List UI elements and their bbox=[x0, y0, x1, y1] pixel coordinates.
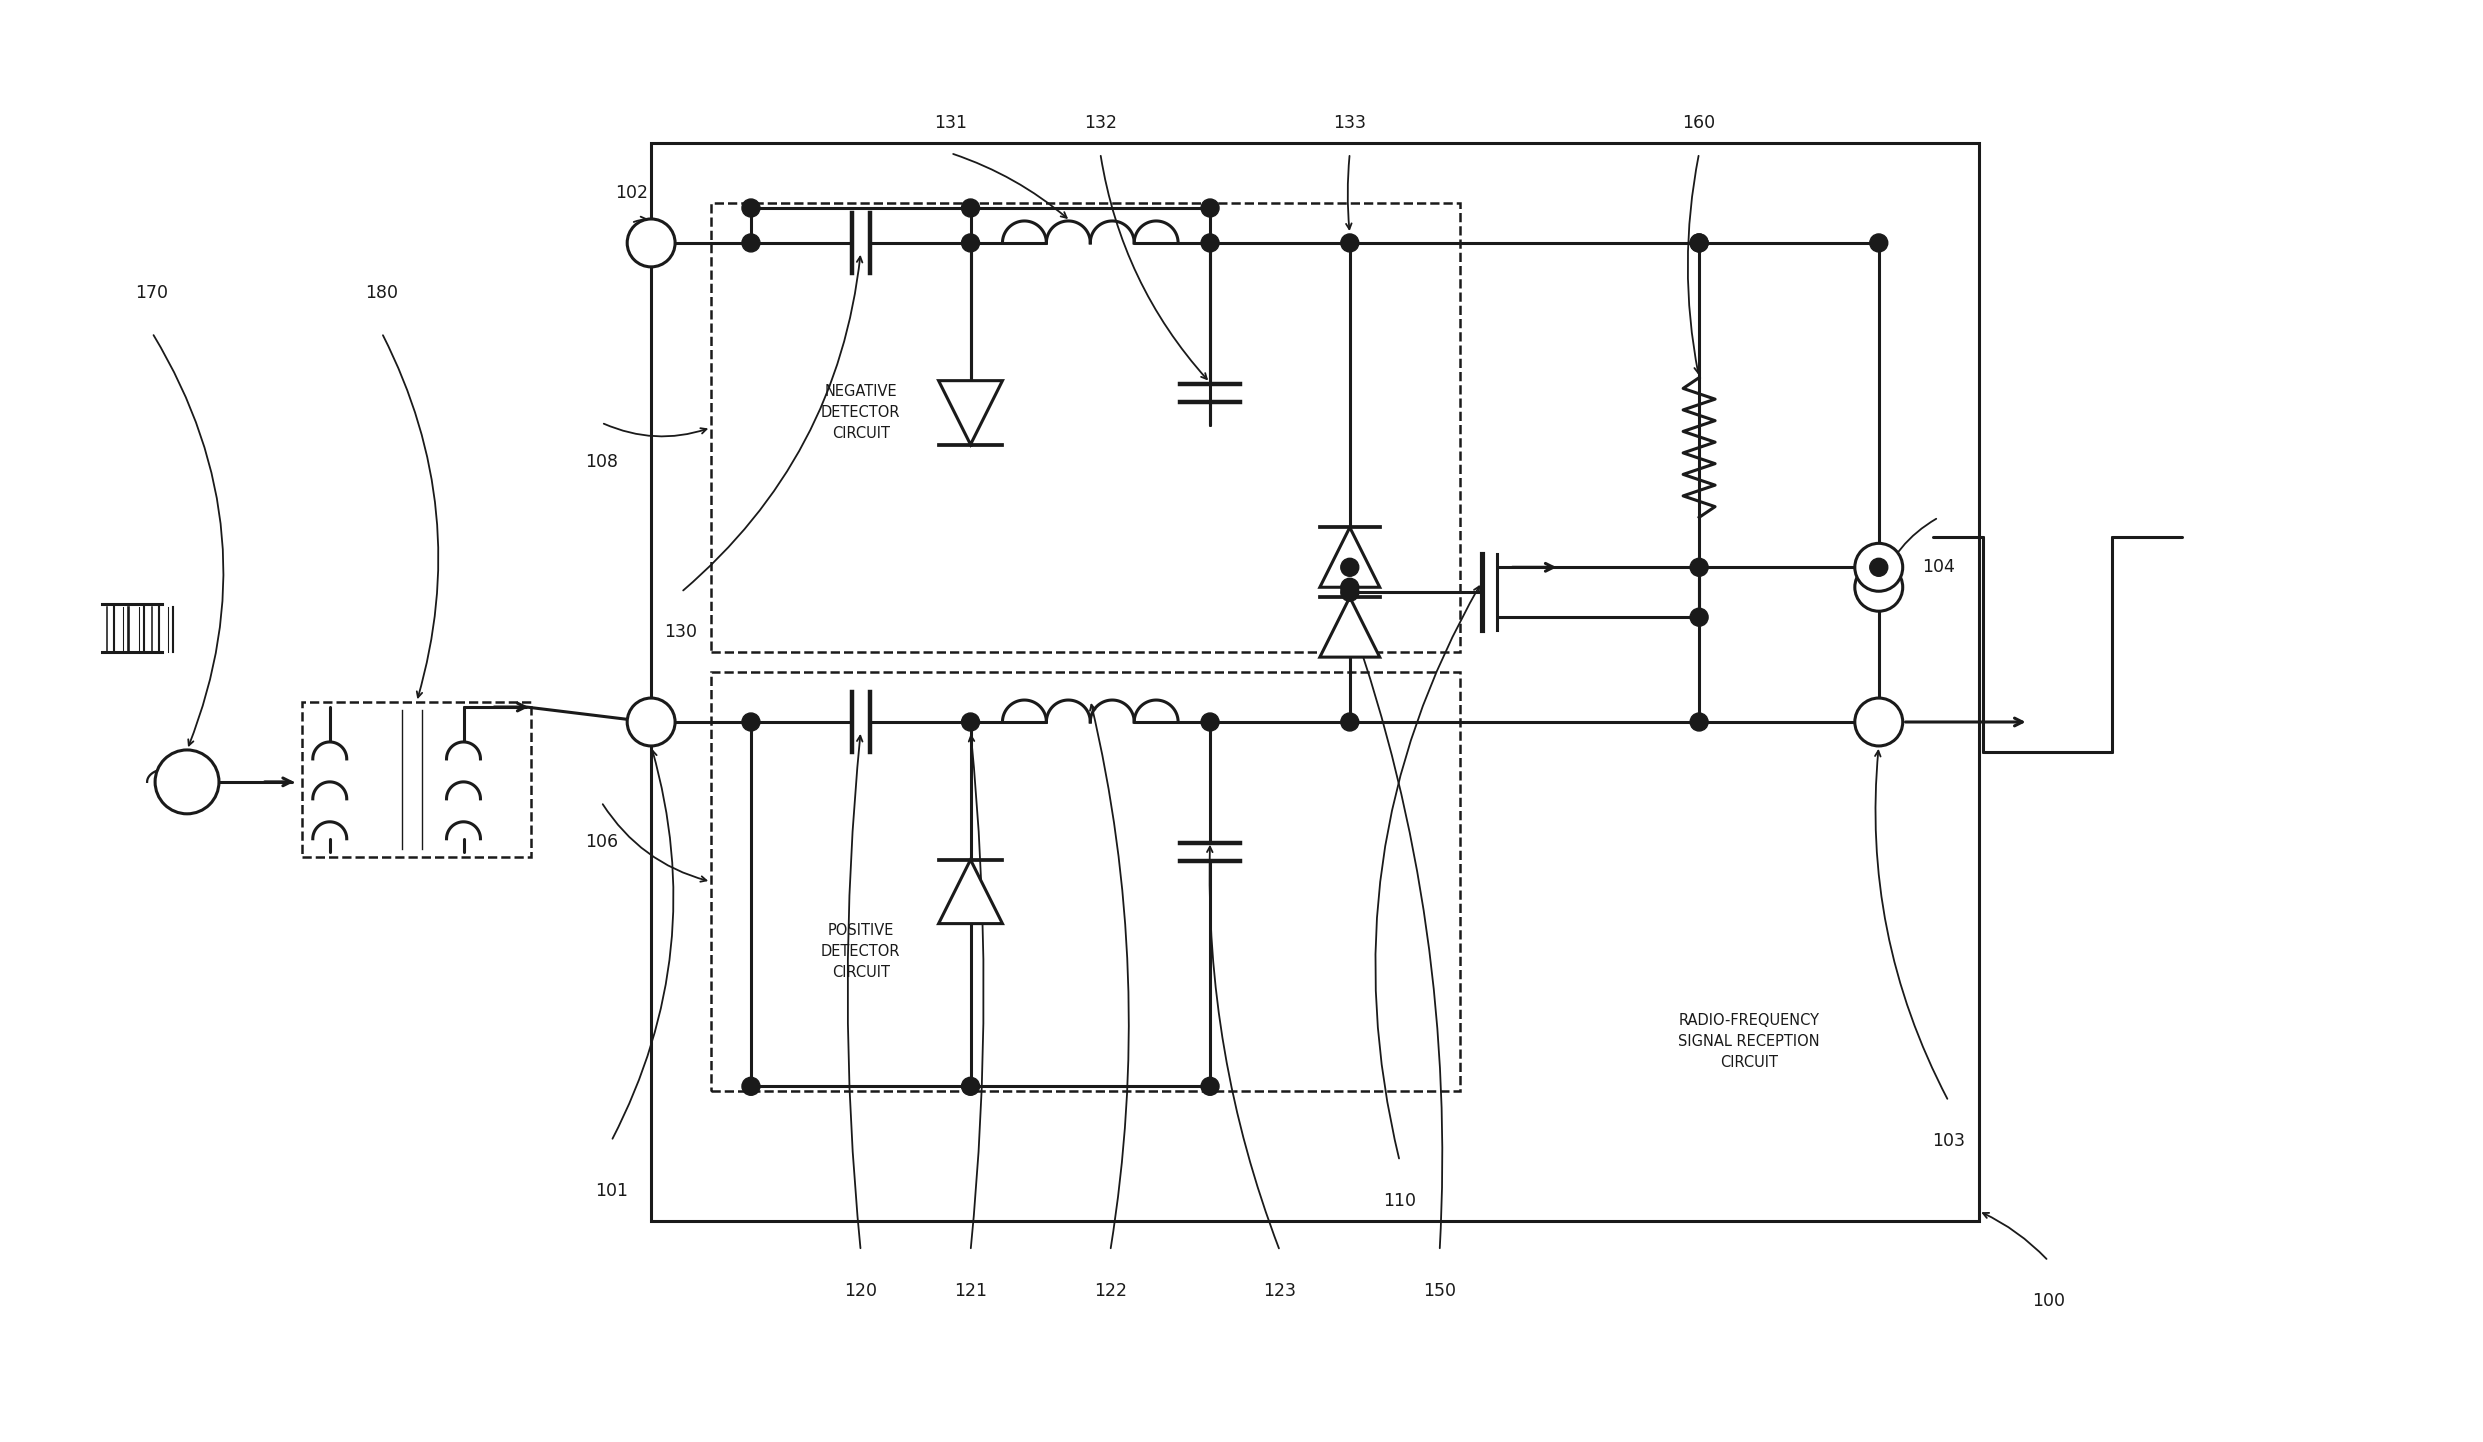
Text: 101: 101 bbox=[596, 1182, 628, 1200]
Circle shape bbox=[1870, 558, 1887, 577]
Text: 104: 104 bbox=[1922, 558, 1954, 577]
Text: 106: 106 bbox=[584, 833, 618, 851]
Circle shape bbox=[1341, 712, 1358, 731]
Circle shape bbox=[1691, 234, 1708, 252]
Text: 103: 103 bbox=[1932, 1132, 1964, 1151]
Polygon shape bbox=[1321, 528, 1381, 587]
Text: 110: 110 bbox=[1383, 1193, 1415, 1210]
Circle shape bbox=[1341, 578, 1358, 596]
Bar bbox=[303, 702, 531, 857]
Circle shape bbox=[1855, 698, 1902, 746]
Circle shape bbox=[1691, 558, 1708, 577]
Circle shape bbox=[742, 1077, 760, 1096]
Circle shape bbox=[1202, 712, 1219, 731]
Text: 100: 100 bbox=[2031, 1292, 2066, 1309]
Circle shape bbox=[961, 234, 978, 252]
Circle shape bbox=[628, 698, 675, 746]
Circle shape bbox=[1202, 199, 1219, 216]
Circle shape bbox=[628, 219, 675, 267]
Text: 133: 133 bbox=[1333, 114, 1366, 133]
Circle shape bbox=[1855, 564, 1902, 611]
Bar bbox=[710, 672, 1460, 1092]
Circle shape bbox=[742, 234, 760, 252]
Circle shape bbox=[1691, 234, 1708, 252]
Circle shape bbox=[961, 1077, 978, 1096]
Text: POSITIVE
DETECTOR
CIRCUIT: POSITIVE DETECTOR CIRCUIT bbox=[822, 923, 901, 981]
Text: 102: 102 bbox=[616, 185, 648, 202]
Circle shape bbox=[1341, 583, 1358, 601]
Text: 121: 121 bbox=[953, 1282, 988, 1299]
Circle shape bbox=[1691, 712, 1708, 731]
Text: 132: 132 bbox=[1083, 114, 1117, 133]
Circle shape bbox=[1691, 609, 1708, 626]
Text: 131: 131 bbox=[934, 114, 966, 133]
Text: 120: 120 bbox=[844, 1282, 876, 1299]
Text: 130: 130 bbox=[665, 623, 698, 642]
Text: NEGATIVE
DETECTOR
CIRCUIT: NEGATIVE DETECTOR CIRCUIT bbox=[822, 384, 901, 441]
Circle shape bbox=[742, 712, 760, 731]
Circle shape bbox=[1202, 1077, 1219, 1096]
Circle shape bbox=[961, 199, 978, 216]
Circle shape bbox=[1341, 234, 1358, 252]
Circle shape bbox=[961, 712, 978, 731]
Polygon shape bbox=[939, 859, 1003, 924]
Text: 150: 150 bbox=[1423, 1282, 1455, 1299]
Polygon shape bbox=[1321, 597, 1381, 658]
Bar bbox=[651, 143, 1979, 1221]
Text: 160: 160 bbox=[1683, 114, 1716, 133]
Bar bbox=[710, 203, 1460, 652]
Circle shape bbox=[1870, 234, 1887, 252]
Text: 180: 180 bbox=[365, 284, 397, 301]
Text: 122: 122 bbox=[1093, 1282, 1127, 1299]
Circle shape bbox=[1202, 234, 1219, 252]
Polygon shape bbox=[939, 381, 1003, 444]
Circle shape bbox=[1341, 558, 1358, 577]
Circle shape bbox=[154, 750, 219, 813]
Text: 123: 123 bbox=[1264, 1282, 1296, 1299]
Circle shape bbox=[742, 199, 760, 216]
Text: RADIO-FREQUENCY
SIGNAL RECEPTION
CIRCUIT: RADIO-FREQUENCY SIGNAL RECEPTION CIRCUIT bbox=[1679, 1012, 1820, 1070]
Text: 108: 108 bbox=[584, 453, 618, 472]
Circle shape bbox=[1855, 544, 1902, 591]
Text: 170: 170 bbox=[137, 284, 169, 301]
